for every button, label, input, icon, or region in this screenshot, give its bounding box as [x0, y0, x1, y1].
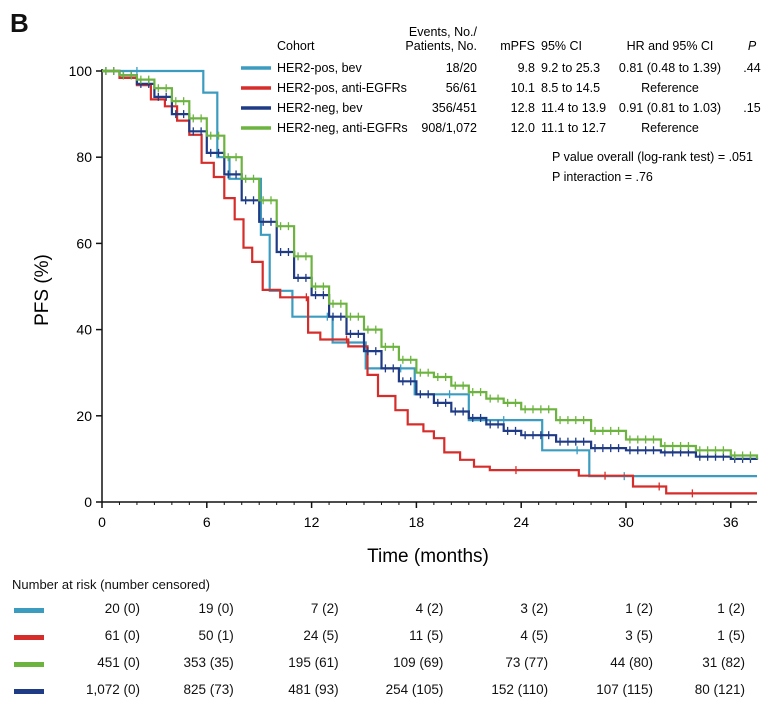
legend-row-hr: 0.91 (0.81 to 1.03) — [619, 101, 721, 115]
legend-row-mpfs: 9.8 — [518, 61, 535, 75]
risk-cell: 61 (0) — [104, 628, 140, 643]
risk-cell: 152 (110) — [491, 682, 549, 697]
axes: 0 6 12 18 24 30 36 0 20 40 60 80 100 — [69, 63, 757, 530]
risk-cell: 109 (69) — [393, 655, 444, 670]
risk-cell: 1 (2) — [717, 601, 745, 616]
risk-row: 20 (0) 19 (0) 7 (2) 4 (2) 3 (2) 1 (2) 1 (2) — [0, 601, 776, 621]
legend-row-name: HER2-neg, bev — [277, 101, 363, 115]
x-tick-label: 0 — [98, 514, 106, 530]
legend-row-hr: 0.81 (0.48 to 1.39) — [619, 61, 721, 75]
risk-table-title: Number at risk (number censored) — [12, 577, 210, 592]
legend-row-events: 908/1,072 — [421, 121, 477, 135]
y-tick-label: 60 — [76, 235, 92, 251]
risk-cell: 7 (2) — [310, 601, 339, 616]
legend-header-p: P — [748, 39, 757, 53]
legend-row-mpfs: 12.8 — [511, 101, 535, 115]
legend-header-mpfs: mPFS — [500, 39, 535, 53]
km-curve-her2_pos_bev — [102, 69, 757, 478]
x-tick-label: 6 — [203, 514, 211, 530]
legend-header-cohort: Cohort — [277, 39, 315, 53]
legend-row-ci: 11.1 to 12.7 — [541, 121, 606, 135]
risk-cell: 451 (0) — [97, 655, 140, 670]
km-curve-her2_neg_bev — [102, 69, 759, 460]
legend-row-events: 18/20 — [446, 61, 477, 75]
x-tick-label: 24 — [513, 514, 529, 530]
legend-row-ci: 9.2 to 25.3 — [541, 61, 600, 75]
x-axis-title: Time (months) — [367, 546, 489, 567]
legend-header-events-2: Patients, No. — [405, 39, 477, 53]
legend-header-events-1: Events, No./ — [409, 25, 478, 39]
risk-cell: 44 (80) — [610, 655, 653, 670]
legend-row-mpfs: 10.1 — [511, 81, 535, 95]
x-tick-label: 12 — [304, 514, 320, 530]
risk-cell: 4 (5) — [520, 628, 549, 643]
risk-cell: 4 (2) — [415, 601, 444, 616]
km-curve-her2_neg_egfr — [102, 69, 759, 459]
x-tick-label: 18 — [409, 514, 425, 530]
risk-cell: 11 (5) — [409, 628, 444, 643]
km-curves — [102, 67, 759, 498]
risk-cell: 3 (5) — [625, 628, 653, 643]
y-axis-title: PFS (%) — [32, 254, 53, 326]
x-tick-label: 36 — [723, 514, 739, 530]
legend-row-name: HER2-neg, anti-EGFRs — [277, 121, 408, 135]
legend-row-hr: Reference — [641, 121, 699, 135]
y-tick-label: 100 — [69, 63, 93, 79]
legend-row-ci: 11.4 to 13.9 — [541, 101, 606, 115]
risk-cell: 1 (2) — [625, 601, 653, 616]
risk-cell: 254 (105) — [385, 682, 444, 697]
legend-row-hr: Reference — [641, 81, 699, 95]
risk-cell: 73 (77) — [505, 655, 549, 670]
legend-p-interaction: P interaction = .76 — [552, 170, 653, 184]
risk-swatch — [14, 689, 44, 694]
km-curve-her2_pos_egfr — [102, 69, 757, 495]
risk-cell: 80 (121) — [694, 682, 745, 697]
legend-row-name: HER2-pos, bev — [277, 61, 363, 75]
risk-cell: 3 (2) — [520, 601, 549, 616]
km-chart: Cohort Events, No./ Patients, No. mPFS 9… — [32, 25, 761, 567]
risk-cell: 481 (93) — [288, 682, 339, 697]
risk-cell: 20 (0) — [104, 601, 140, 616]
risk-cell: 24 (5) — [303, 628, 339, 643]
risk-row: 1,072 (0) 825 (73) 481 (93) 254 (105) 152 (1… — [0, 682, 776, 702]
risk-cell: 1 (5) — [717, 628, 745, 643]
legend-row-p: .44 — [743, 61, 760, 75]
risk-cell: 50 (1) — [198, 628, 234, 643]
y-tick-label: 0 — [84, 494, 92, 510]
risk-cell: 31 (82) — [702, 655, 745, 670]
legend-p-overall: P value overall (log-rank test) = .051 — [552, 150, 753, 164]
legend-row-events: 56/61 — [446, 81, 477, 95]
y-tick-label: 80 — [76, 149, 92, 165]
legend-rows: HER2-pos, bev 18/20 9.8 9.2 to 25.3 0.81 (0.… — [241, 61, 761, 135]
risk-cell: 195 (61) — [288, 655, 339, 670]
risk-cell: 825 (73) — [183, 682, 234, 697]
risk-swatch — [14, 662, 44, 667]
legend-header-hr: HR and 95% CI — [627, 39, 714, 53]
legend-row-events: 356/451 — [432, 101, 477, 115]
risk-swatch — [14, 608, 44, 613]
y-tick-label: 20 — [76, 408, 92, 424]
panel-label: B — [10, 8, 29, 38]
legend: Cohort Events, No./ Patients, No. mPFS 9… — [241, 25, 761, 184]
legend-row-ci: 8.5 to 14.5 — [541, 81, 600, 95]
y-tick-label: 40 — [76, 322, 92, 338]
legend-row-name: HER2-pos, anti-EGFRs — [277, 81, 407, 95]
risk-cell: 19 (0) — [198, 601, 234, 616]
legend-header-ci: 95% CI — [541, 39, 582, 53]
risk-cell: 353 (35) — [183, 655, 234, 670]
risk-row: 61 (0) 50 (1) 24 (5) 11 (5) 4 (5) 3 (5) 1 (5) — [0, 628, 776, 648]
legend-row-mpfs: 12.0 — [511, 121, 535, 135]
legend-row-p: .15 — [743, 101, 760, 115]
risk-row: 451 (0) 353 (35) 195 (61) 109 (69) 73 (77) 44… — [0, 655, 776, 675]
risk-swatch — [14, 635, 44, 640]
risk-cell: 1,072 (0) — [85, 682, 140, 697]
risk-cell: 107 (115) — [596, 682, 653, 697]
x-tick-label: 30 — [618, 514, 634, 530]
